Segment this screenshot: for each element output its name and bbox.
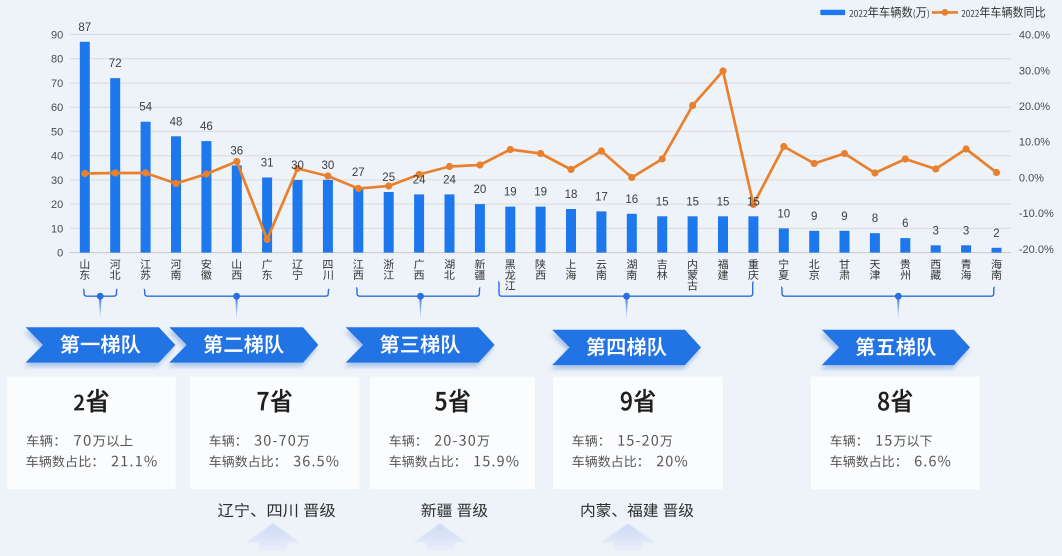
svg-text:10: 10 [51, 223, 63, 235]
svg-text:80: 80 [51, 54, 63, 66]
svg-text:40.0%: 40.0% [1019, 30, 1050, 42]
svg-text:48: 48 [170, 116, 183, 128]
svg-text:16: 16 [625, 194, 638, 206]
svg-text:17: 17 [595, 191, 608, 203]
svg-text:30: 30 [51, 175, 63, 187]
svg-text:87: 87 [78, 22, 91, 34]
svg-text:30: 30 [291, 160, 304, 172]
svg-text:15: 15 [656, 196, 669, 208]
svg-text:20: 20 [51, 199, 63, 211]
svg-text:19: 19 [534, 187, 547, 199]
svg-text:90: 90 [51, 30, 63, 42]
svg-text:40: 40 [51, 151, 63, 163]
svg-text:72: 72 [109, 58, 122, 70]
svg-text:31: 31 [261, 158, 274, 170]
svg-text:20.0%: 20.0% [1019, 101, 1050, 113]
svg-text:18: 18 [565, 189, 578, 201]
svg-text:15: 15 [686, 196, 699, 208]
svg-text:50: 50 [51, 126, 63, 138]
svg-text:9: 9 [811, 211, 817, 223]
svg-text:36: 36 [230, 145, 243, 157]
svg-text:10.0%: 10.0% [1019, 137, 1050, 149]
svg-text:-10.0%: -10.0% [1019, 208, 1054, 220]
svg-text:24: 24 [443, 174, 456, 186]
svg-text:60: 60 [51, 102, 63, 114]
svg-text:15: 15 [717, 196, 730, 208]
svg-text:-20.0%: -20.0% [1019, 244, 1054, 256]
svg-text:30: 30 [322, 160, 335, 172]
svg-text:70: 70 [51, 78, 63, 90]
svg-text:25: 25 [382, 172, 395, 184]
svg-text:27: 27 [352, 167, 365, 179]
svg-text:54: 54 [139, 102, 152, 114]
svg-text:46: 46 [200, 121, 213, 133]
svg-text:30.0%: 30.0% [1019, 65, 1050, 77]
svg-text:3: 3 [932, 225, 938, 237]
svg-text:15: 15 [747, 196, 760, 208]
svg-text:3: 3 [963, 225, 969, 237]
svg-text:10: 10 [777, 208, 790, 220]
svg-text:9: 9 [841, 211, 847, 223]
svg-text:8: 8 [872, 213, 878, 225]
svg-text:20: 20 [474, 184, 487, 196]
svg-text:6: 6 [902, 218, 908, 230]
svg-text:0.0%: 0.0% [1019, 173, 1044, 185]
svg-text:0: 0 [57, 248, 63, 260]
svg-text:19: 19 [504, 187, 517, 199]
svg-text:24: 24 [413, 174, 426, 186]
svg-text:2: 2 [993, 228, 999, 240]
